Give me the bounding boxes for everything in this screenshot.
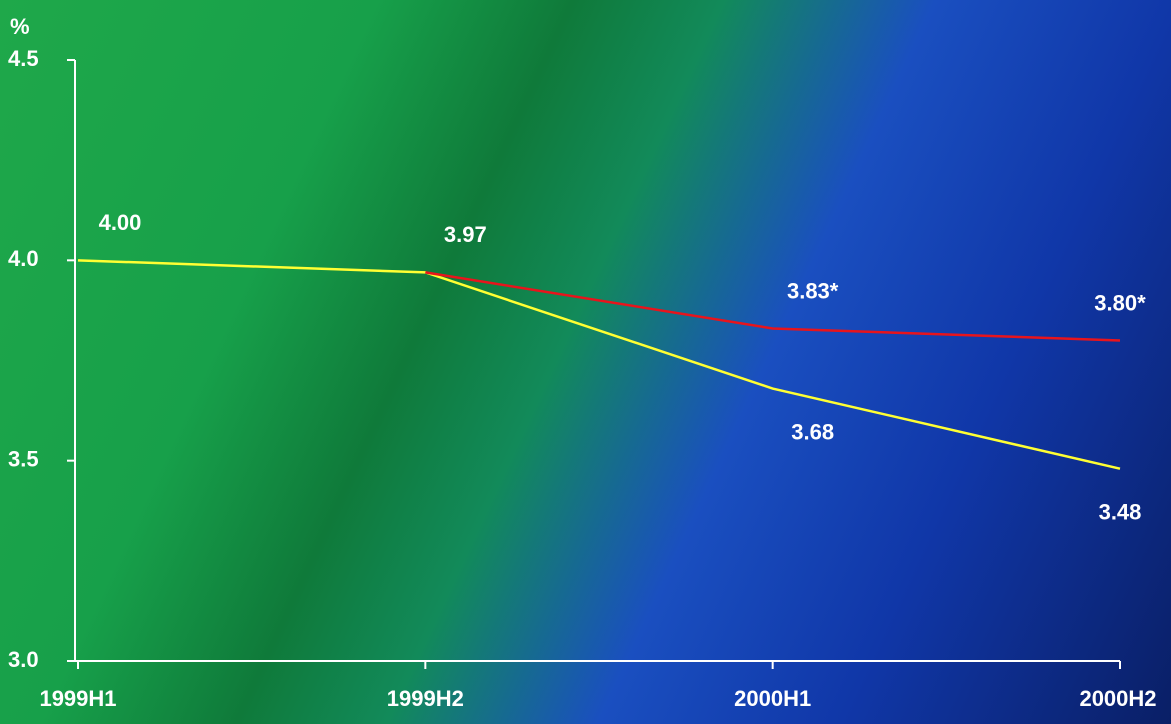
page: {"chart_data": {"type": "line", "y_label… xyxy=(0,0,1171,724)
data-label: 3.97 xyxy=(444,222,487,247)
x-tick-label: 1999H1 xyxy=(39,686,116,711)
y-tick-label: 4.0 xyxy=(8,246,39,271)
x-tick-label: 1999H2 xyxy=(387,686,464,711)
series-line xyxy=(78,260,1120,468)
data-label: 4.00 xyxy=(99,210,142,235)
y-tick-label: 4.5 xyxy=(8,46,39,71)
data-label: 3.83* xyxy=(787,278,839,303)
y-axis-label: % xyxy=(10,14,30,39)
y-tick-label: 3.0 xyxy=(8,647,39,672)
x-tick-label: 2000H1 xyxy=(734,686,811,711)
data-label: 3.80* xyxy=(1094,290,1146,315)
chart: % 3.0 3.5 4.0 4.5 1999H1 1999H2 2000H1 2000H2 4.… xyxy=(0,0,1171,724)
x-tick-label: 2000H2 xyxy=(1079,686,1156,711)
y-tick-label: 3.5 xyxy=(8,446,39,471)
data-label: 3.48 xyxy=(1099,499,1142,524)
data-label: 3.68 xyxy=(791,419,834,444)
